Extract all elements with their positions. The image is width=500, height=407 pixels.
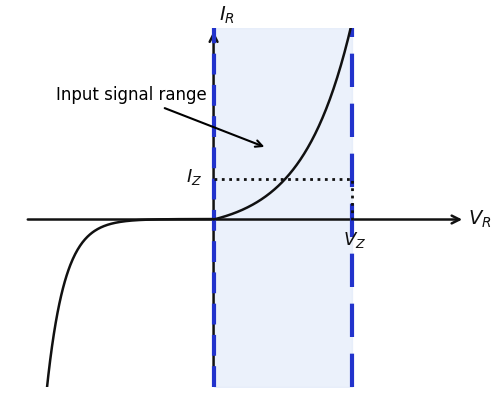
Text: $V_Z$: $V_Z$ — [344, 230, 366, 250]
Text: $I_Z$: $I_Z$ — [186, 166, 202, 186]
Text: $I_R$: $I_R$ — [218, 5, 234, 26]
Text: $V_R$: $V_R$ — [468, 209, 491, 230]
Text: Input signal range: Input signal range — [56, 86, 262, 147]
